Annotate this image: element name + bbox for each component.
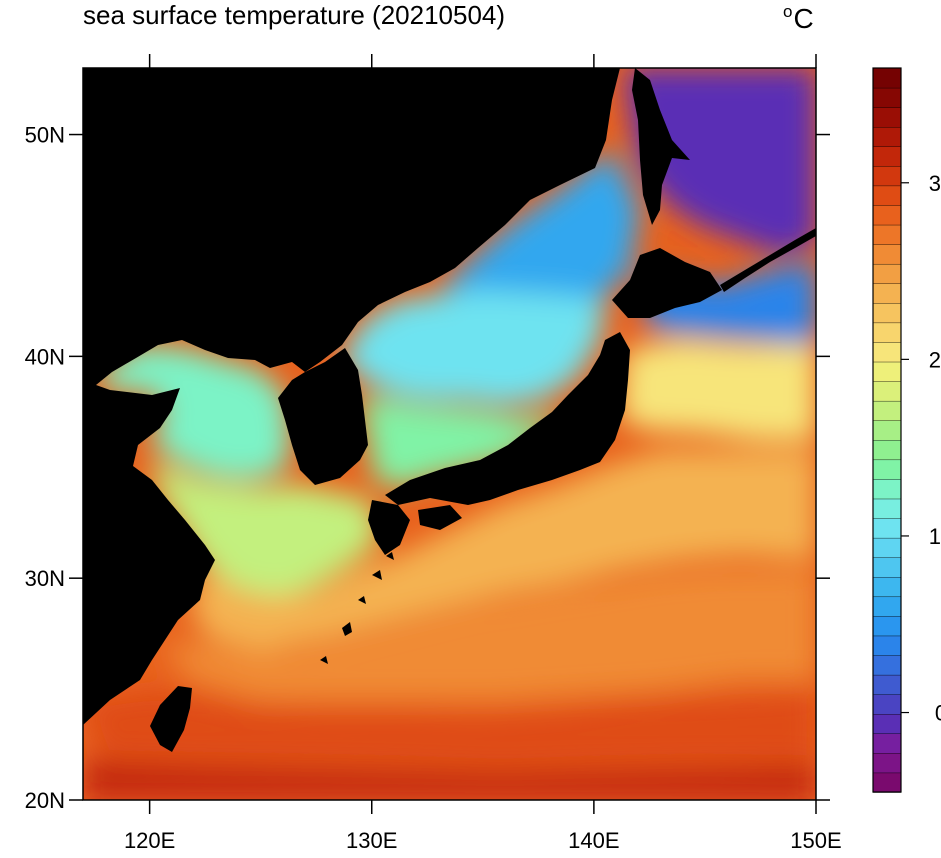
colorbar-swatch <box>872 243 902 265</box>
colorbar-swatch <box>872 635 902 656</box>
map-frame <box>82 67 817 801</box>
colorbar-frame <box>872 67 902 793</box>
colorbar-swatch <box>872 576 902 598</box>
colorbar-swatch <box>872 556 902 578</box>
colorbar-swatch <box>872 87 902 108</box>
lat-tick-label: 50N <box>25 123 65 148</box>
land-japan-shikoku <box>418 505 462 530</box>
sst-region-japan-sea-south <box>360 395 560 488</box>
sst-region-subtropical-front <box>190 450 816 650</box>
lon-tick-label: 140E <box>568 828 619 853</box>
colorbar-swatch <box>872 772 902 793</box>
colorbar-tick-label: 20 <box>929 347 941 372</box>
land-kuril-islands <box>720 228 816 292</box>
colorbar-tick-label: 30 <box>929 171 941 196</box>
colorbar: 0 10 20 30 <box>872 67 941 793</box>
sst-region-kuroshio-extension <box>620 340 816 440</box>
lon-tick-label: 130E <box>346 828 397 853</box>
land-korea <box>278 348 368 485</box>
land-japan-hokkaido <box>612 248 722 318</box>
colorbar-swatch <box>872 674 902 695</box>
colorbar-tick-label: 10 <box>929 524 941 549</box>
colorbar-swatch <box>872 283 902 304</box>
sst-region-japan-sea-mid <box>340 290 605 405</box>
land-sakhalin <box>632 68 690 225</box>
sst-region-philippine-sea-north <box>160 570 816 700</box>
sst-region-japan-sea-north <box>440 150 640 300</box>
colorbar-swatch <box>872 439 902 461</box>
colorbar-swatch <box>872 693 902 715</box>
colorbar-swatch <box>872 752 902 774</box>
colorbar-swatch <box>872 361 902 382</box>
sst-region-tropical-south <box>83 760 816 800</box>
units-label: oC <box>783 2 814 35</box>
colorbar-swatch <box>872 126 902 147</box>
colorbar-swatch <box>872 224 902 245</box>
colorbar-swatch <box>872 106 902 128</box>
map-title: sea surface temperature (20210504) <box>83 0 506 30</box>
lat-tick-label: 20N <box>25 788 65 813</box>
land-japan-honshu <box>385 332 630 505</box>
colorbar-tick-label: 0 <box>935 701 941 726</box>
colorbar-swatch <box>872 459 902 480</box>
colorbar-swatch <box>872 341 902 363</box>
colorbar-swatch <box>872 537 902 558</box>
sst-region-philippine-sea-south <box>83 690 816 765</box>
colorbar-swatch <box>872 165 902 187</box>
land-taiwan <box>150 686 192 752</box>
degree-symbol: o <box>783 2 793 21</box>
lon-tick-label: 150E <box>790 828 841 853</box>
colorbar-swatch <box>872 478 902 500</box>
colorbar-swatch <box>872 302 902 324</box>
sst-field <box>83 68 816 800</box>
colorbar-swatch <box>872 420 902 441</box>
sst-region-bohai-yellow-sea <box>96 345 290 480</box>
colorbar-swatch <box>872 263 902 284</box>
colorbar-swatch <box>872 596 902 617</box>
lat-tick-label: 30N <box>25 566 65 591</box>
lat-tick-label: 40N <box>25 344 65 369</box>
colorbar-swatch <box>872 517 902 539</box>
lon-tick-label: 120E <box>124 828 175 853</box>
colorbar-swatch <box>872 498 902 519</box>
colorbar-swatch <box>872 615 902 637</box>
colorbar-swatch <box>872 733 902 754</box>
colorbar-swatch <box>872 322 902 343</box>
colorbar-swatch <box>872 713 902 734</box>
colorbar-swatch <box>872 67 902 89</box>
colorbar-swatch <box>872 380 902 402</box>
land-mainland-asia <box>83 68 620 725</box>
colorbar-swatch <box>872 146 902 167</box>
sst-region-okhotsk <box>625 68 816 255</box>
colorbar-swatch <box>872 204 902 226</box>
landmasses <box>83 68 816 752</box>
colorbar-swatch <box>872 400 902 421</box>
map-axes: 120E 130E 140E 150E 20N 30N 40N 50N <box>25 54 842 853</box>
colorbar-swatch <box>872 654 902 676</box>
land-japan-kyushu <box>368 500 410 555</box>
map-plot-area <box>83 68 816 800</box>
celsius-letter: C <box>793 3 814 34</box>
colorbar-swatch <box>872 185 902 206</box>
